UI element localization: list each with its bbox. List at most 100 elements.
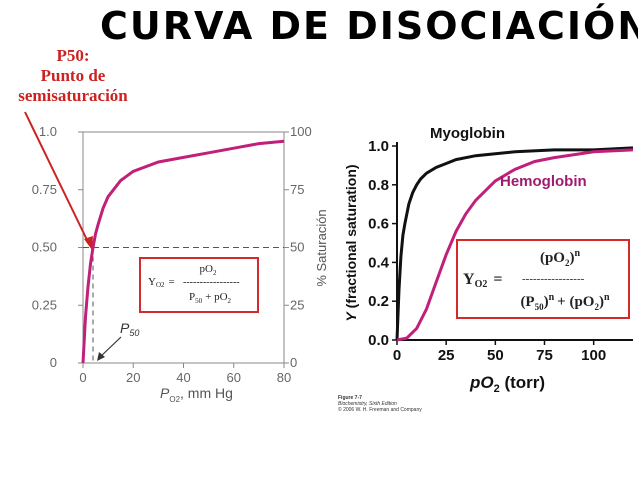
right-eq-den-b-sub: 2 <box>594 302 599 312</box>
right-y-axis-label: Y (fractional saturation) <box>343 164 359 321</box>
right-y-tick-label: 0.4 <box>368 254 390 271</box>
left-right-y-tick-label: 50 <box>290 240 304 255</box>
left-eq-lhs-main: Y <box>148 276 156 288</box>
left-eq-num-sub: 2 <box>213 269 217 277</box>
left-y-tick-label: 0.25 <box>32 297 57 312</box>
p50-annotation-line1: P50: <box>56 46 90 65</box>
left-x-tick-label: 60 <box>227 370 241 385</box>
right-eq-den-b-close: ) <box>599 294 604 310</box>
left-eq-equals: = <box>169 276 175 288</box>
left-p50-label: P50 <box>120 320 139 338</box>
right-eq-numerator: (pO2)n <box>540 248 581 268</box>
left-right-y-axis-label: % Saturación <box>314 209 329 286</box>
credit-line2: Biochemistry, Sixth Edition <box>338 401 397 407</box>
right-eq-den-a-sup: n <box>549 292 555 303</box>
left-p50-label-sub: 50 <box>129 328 139 338</box>
right-x-axis-label-rest: (torr) <box>500 373 545 392</box>
credit-line1: Figure 7-7 <box>338 395 362 401</box>
left-y-tick-label: 0 <box>50 355 57 370</box>
left-p50-label-main: P <box>120 320 130 336</box>
left-p50-arrow <box>98 336 122 359</box>
credit-line3: © 2006 W. H. Freeman and Company <box>338 407 422 413</box>
left-y-tick-label: 1.0 <box>39 124 57 139</box>
left-x-tick-label: 0 <box>79 370 86 385</box>
right-x-tick-label: 0 <box>393 347 401 364</box>
right-eq-lhs-sub: O2 <box>475 279 488 290</box>
left-right-y-tick-label: 0 <box>290 355 297 370</box>
p50-annotation-arrowhead <box>84 236 93 250</box>
left-x-tick-label: 80 <box>277 370 291 385</box>
left-y-tick-label: 0.75 <box>32 182 57 197</box>
left-equation-box <box>139 257 259 313</box>
left-eq-lhs-sub: O2 <box>156 281 165 289</box>
right-eq-den-b-sup: n <box>604 292 610 303</box>
right-x-tick-label: 100 <box>581 347 606 364</box>
left-eq-lhs: YO2 = <box>148 276 175 289</box>
p50-annotation-arrow <box>24 111 90 245</box>
left-y-tick-label: 0.50 <box>32 240 57 255</box>
right-eq-dashes: ----------------- <box>522 273 585 285</box>
right-y-tick-label: 0.0 <box>368 332 389 349</box>
left-x-axis-label: PO2, mm Hg <box>160 385 233 404</box>
right-legend-hemoglobin: Hemoglobin <box>500 173 587 190</box>
left-eq-den-a-sub: 50 <box>195 297 203 305</box>
right-x-tick-label: 25 <box>438 347 455 364</box>
figure-credit: Figure 7-7 Biochemistry, Sixth Edition ©… <box>338 395 422 413</box>
right-x-axis-label: pO2 (torr) <box>469 373 545 395</box>
left-eq-dashes: ----------------- <box>183 277 240 288</box>
right-y-tick-label: 0.2 <box>368 293 389 310</box>
right-eq-denominator: (P50)n + (pO2)n <box>520 292 610 312</box>
right-eq-num-sub: 2 <box>565 258 570 268</box>
right-eq-den-a: (P <box>520 294 534 310</box>
right-eq-lhs-main: Y <box>463 271 475 288</box>
right-x-axis-label-main: pO <box>469 373 494 392</box>
right-chart: 0 25 50 75 100 0.0 0.2 0.4 0.6 0.8 1.0 Myoglobin H… <box>343 125 634 395</box>
right-eq-num-sup: n <box>574 248 580 259</box>
left-eq-den-a: P <box>189 291 195 303</box>
right-eq-lhs: YO2 = <box>463 271 502 290</box>
left-x-axis-label-main: P <box>160 385 170 401</box>
left-hemoglobin-curve <box>81 139 285 364</box>
right-x-axis-label-sub: 2 <box>494 383 500 395</box>
left-eq-denominator: P50 + pO2 <box>189 291 232 305</box>
right-hemoglobin-curve <box>396 148 634 342</box>
slide-title: CURVA DE DISOCIACIÓN <box>100 4 638 48</box>
right-y-axis-label-italic: Y <box>343 311 359 322</box>
left-eq-den-b-sub: 2 <box>228 297 232 305</box>
right-x-tick-label: 50 <box>487 347 504 364</box>
left-eq-den-plus: + pO <box>205 291 227 303</box>
right-eq-den-a-sub: 50 <box>535 302 545 312</box>
right-equation-box <box>456 239 630 319</box>
right-y-tick-label: 1.0 <box>368 138 389 155</box>
left-x-axis-label-sub: O2 <box>169 395 180 404</box>
right-y-tick-label: 0.6 <box>368 216 389 233</box>
left-eq-num-main: pO <box>200 263 214 275</box>
right-myoglobin-curve <box>395 146 634 341</box>
left-x-axis-label-rest: , mm Hg <box>180 385 233 401</box>
left-eq-numerator: pO2 <box>200 263 217 277</box>
left-right-y-tick-label: 100 <box>290 124 312 139</box>
right-eq-den-plus: + (pO <box>557 294 594 310</box>
left-axes <box>78 131 289 368</box>
right-y-axis-label-rest: (fractional saturation) <box>343 164 359 312</box>
right-y-tick-label: 0.8 <box>368 177 389 194</box>
p50-annotation: P50: Punto de semisaturación <box>8 46 138 106</box>
right-legend-myoglobin: Myoglobin <box>430 125 505 142</box>
left-right-y-tick-label: 25 <box>290 297 304 312</box>
right-tick-labels: 0 25 50 75 100 0.0 0.2 0.4 0.6 0.8 1.0 <box>368 138 606 364</box>
right-eq-num-main: (pO <box>540 250 565 266</box>
right-x-tick-label: 75 <box>536 347 553 364</box>
right-eq-equals: = <box>493 271 502 288</box>
p50-annotation-line3: semisaturación <box>18 86 128 105</box>
right-eq-den-a-close: ) <box>544 294 549 310</box>
p50-annotation-line2: Punto de <box>40 66 106 85</box>
right-eq-num-close: ) <box>569 250 574 266</box>
left-x-tick-label: 20 <box>126 370 140 385</box>
left-x-tick-label: 40 <box>176 370 190 385</box>
left-p50-arrowhead <box>97 352 105 361</box>
left-right-y-tick-label: 75 <box>290 182 304 197</box>
